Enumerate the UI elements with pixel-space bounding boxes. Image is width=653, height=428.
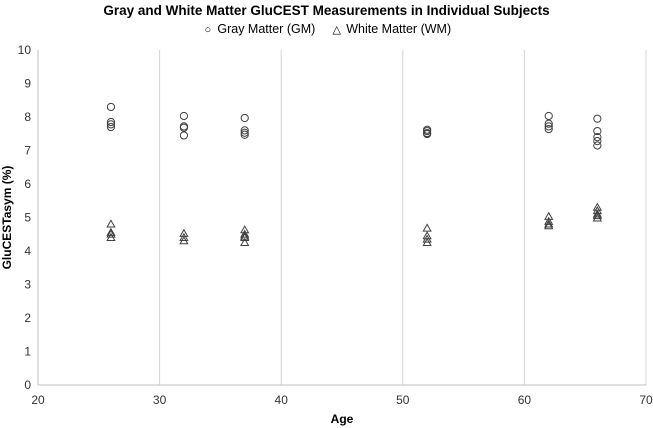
y-tick-label: 10 [18, 43, 32, 57]
gm-data-point [593, 137, 602, 146]
gm-data-point [423, 129, 432, 139]
gm-data-point [179, 131, 189, 140]
gm-data-point [106, 122, 116, 132]
x-tick-label: 20 [31, 393, 45, 407]
gm-data-point [544, 111, 553, 121]
wm-data-point [422, 237, 432, 246]
gm-data-point [593, 141, 602, 150]
x-axis-title: Age [331, 412, 354, 426]
legend-entry-wm: △ White Matter (WM) [331, 22, 452, 36]
legend-entry-gm: ○ Gray Matter (GM) [202, 22, 316, 36]
y-tick-label: 3 [24, 278, 31, 292]
gm-data-point [544, 122, 553, 131]
legend-label-wm: White Matter (WM) [346, 22, 452, 36]
gm-data-point [240, 128, 249, 137]
wm-data-point [592, 209, 603, 218]
gm-data-point [593, 126, 602, 136]
gm-data-point [106, 117, 116, 127]
y-tick-label: 6 [24, 177, 31, 191]
wm-data-point [106, 232, 116, 241]
y-tick-label: 8 [24, 110, 31, 124]
x-tick-label: 50 [396, 393, 410, 407]
y-tick-label: 9 [24, 77, 31, 91]
wm-data-point [422, 234, 432, 243]
wm-data-point [106, 229, 116, 238]
gm-data-point [179, 123, 189, 132]
x-tick-label: 70 [639, 393, 653, 407]
gm-data-point [106, 102, 116, 112]
y-axis-title: GluCESTasym (%) [0, 166, 14, 270]
wm-data-point [106, 227, 116, 236]
y-tick-label: 7 [24, 144, 31, 158]
x-tick-label: 30 [153, 393, 167, 407]
wm-data-point [240, 232, 250, 241]
wm-data-point [106, 219, 116, 228]
wm-data-point [592, 211, 603, 220]
wm-data-point [544, 216, 554, 225]
legend-label-gm: Gray Matter (GM) [217, 22, 316, 36]
y-tick-label: 5 [24, 211, 31, 225]
legend-triangle-icon: △ [332, 24, 341, 36]
wm-data-point [240, 229, 250, 238]
wm-data-point [544, 211, 554, 220]
y-tick-label: 0 [24, 378, 31, 392]
y-tick-label: 1 [24, 345, 31, 359]
gm-data-point [179, 111, 189, 121]
gm-data-point [423, 126, 432, 136]
wm-data-point [592, 213, 603, 222]
legend-circle-icon: ○ [204, 24, 212, 36]
y-tick-label: 4 [24, 244, 31, 258]
gm-data-point [544, 119, 553, 128]
chart-title: Gray and White Matter GluCEST Measuremen… [103, 3, 550, 18]
x-tick-label: 60 [518, 393, 532, 407]
wm-data-point [179, 232, 189, 241]
gm-data-point [106, 120, 116, 129]
wm-data-point [544, 219, 554, 228]
gm-data-point [240, 130, 249, 139]
wm-data-point [240, 237, 250, 246]
legend: ○ Gray Matter (GM) △ White Matter (WM) [0, 22, 653, 36]
wm-data-point [544, 221, 554, 230]
wm-data-point [422, 223, 432, 232]
y-tick-label: 2 [24, 311, 31, 325]
gm-data-point [240, 126, 249, 135]
x-tick-label: 40 [275, 393, 289, 407]
gm-data-point [593, 114, 602, 123]
wm-data-point [179, 236, 189, 245]
gm-data-point [593, 133, 602, 142]
gm-data-point [240, 113, 249, 123]
gm-data-point [544, 124, 553, 134]
